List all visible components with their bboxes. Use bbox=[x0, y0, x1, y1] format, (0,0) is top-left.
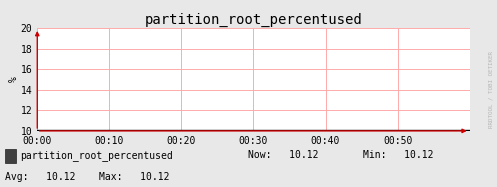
Text: RRDTOOL / TOBI OETIKER: RRDTOOL / TOBI OETIKER bbox=[489, 51, 494, 128]
Text: Now:   10.12: Now: 10.12 bbox=[248, 150, 319, 160]
Title: partition_root_percentused: partition_root_percentused bbox=[145, 13, 362, 27]
Y-axis label: %: % bbox=[9, 76, 19, 82]
Text: Min:   10.12: Min: 10.12 bbox=[363, 150, 433, 160]
Text: Avg:   10.12    Max:   10.12: Avg: 10.12 Max: 10.12 bbox=[5, 172, 169, 182]
Text: partition_root_percentused: partition_root_percentused bbox=[20, 150, 172, 161]
